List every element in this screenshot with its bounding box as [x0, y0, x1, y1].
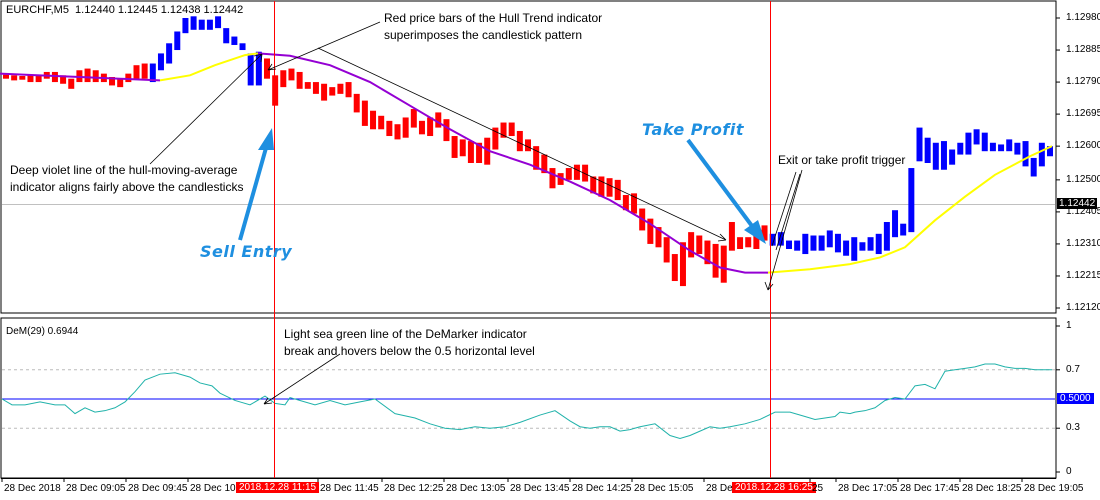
price-tick-label: 1.12695 [1066, 108, 1100, 120]
annotation-demarker: Light sea green line of the DeMarker ind… [284, 326, 535, 360]
current-price-badge: 1.12442 [1057, 198, 1098, 209]
highlighted-time-label: 2018.12.28 11:15 [236, 482, 320, 493]
demarker-tick-label: 1 [1066, 320, 1072, 331]
hull-moving-average-line [0, 52, 1053, 274]
price-tick-label: 1.12310 [1066, 237, 1100, 249]
price-tick-label: 1.12500 [1066, 173, 1100, 185]
annotation-hull-bars: Red price bars of the Hull Trend indicat… [384, 10, 602, 44]
hull-trend-bars [3, 16, 1053, 287]
price-tick-label: 1.12790 [1066, 76, 1100, 88]
annotation-violet-line: Deep violet line of the hull-moving-aver… [10, 162, 243, 196]
price-pane-frame [0, 0, 1057, 314]
annotation-line: Red price bars of the Hull Trend indicat… [384, 11, 603, 25]
price-tick-label: 1.12120 [1066, 302, 1100, 313]
time-tick-label: 28 Dec 17:05 [838, 483, 898, 494]
indicator-pane-frame [0, 317, 1057, 479]
price-tick-label: 1.12215 [1066, 269, 1100, 281]
time-tick-label: 28 Dec [706, 483, 738, 494]
time-tick-label: 28 Dec 09:45 [128, 483, 188, 494]
time-tick-label: 25 [812, 483, 824, 494]
sell-entry-label: Sell Entry [200, 242, 293, 261]
price-tick-label: 1.12980 [1066, 12, 1100, 23]
time-tick-label: 28 Dec 14:25 [572, 483, 632, 494]
demarker-label: DeM(29) 0.6944 [6, 326, 79, 337]
time-tick-label: 28 Dec 09:05 [66, 483, 126, 494]
time-tick-label: 28 Dec 17:45 [900, 483, 960, 494]
time-tick-label: 28 Dec 2018 [4, 483, 61, 494]
time-tick-label: 28 Dec 19:05 [1024, 483, 1084, 494]
price-tick-label: 1.12600 [1066, 140, 1100, 152]
take-profit-label: Take Profit [642, 120, 745, 139]
highlighted-time-label: 2018.12.28 16:25 [732, 482, 816, 493]
demarker-tick-label: 0.7 [1066, 363, 1080, 375]
demarker-levels [2, 369, 1055, 429]
annotation-line: superimposes the candlestick pattern [384, 28, 583, 42]
time-tick-label: 28 Dec 10 [190, 483, 236, 494]
take-profit-arrow [686, 138, 754, 228]
annotation-line: break and hovers below the 0.5 horizonta… [284, 344, 535, 358]
annotation-line: Light sea green line of the DeMarker ind… [284, 327, 527, 341]
time-tick-label: 28 Dec 13:45 [510, 483, 570, 494]
demarker-tick-label: 0 [1066, 466, 1072, 477]
time-tick-label: 28 Dec 13:05 [446, 483, 506, 494]
time-tick-label: 28 Dec 11:45 [320, 483, 379, 494]
demarker-tick-label: 0.3 [1066, 422, 1080, 434]
level-badge: 0.5000 [1057, 393, 1094, 404]
symbol-header: EURCHF,M5 1.12440 1.12445 1.12438 1.1244… [6, 4, 244, 16]
time-tick-label: 28 Dec 15:05 [634, 483, 694, 494]
annotation-line: indicator aligns fairly above the candle… [10, 180, 244, 194]
annotation-line: Deep violet line of the hull-moving-aver… [10, 163, 238, 177]
price-tick-label: 1.12405 [1066, 205, 1100, 217]
sell-entry-arrow [238, 147, 268, 241]
callout-arrows [238, 128, 766, 244]
y-axis-ticks [1, 17, 1060, 482]
time-tick-label: 28 Dec 12:25 [384, 483, 444, 494]
demarker-line [1, 363, 1052, 439]
annotation-exit-trigger: Exit or take profit trigger [778, 153, 906, 167]
price-tick-label: 1.12885 [1066, 44, 1100, 56]
annotation-arrows [149, 21, 803, 405]
time-tick-label: 28 Dec 18:25 [962, 483, 1022, 494]
